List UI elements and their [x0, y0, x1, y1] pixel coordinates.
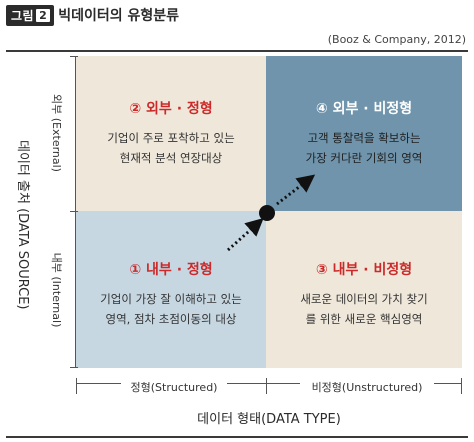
x-axis-label-structured: 정형(Structured) [121, 380, 227, 396]
x-axis-tick [266, 378, 267, 394]
y-axis-label-external: 외부 (External) [50, 94, 63, 172]
quadrant-description-line: 영역, 점차 초점이동의 대상 [105, 312, 237, 326]
quadrant-internal-structured: ① 내부 · 정형 기업이 가장 잘 이해하고 있는 영역, 점차 초점이동의 … [76, 211, 266, 368]
quadrant-external-structured: ② 외부 · 정형 기업이 주로 포착하고 있는 현재적 분석 연장대상 [76, 56, 266, 211]
figure-badge-label: 그림 [11, 8, 35, 23]
quadrant-description-line: 가장 커다란 기회의 영역 [305, 151, 423, 165]
quadrant-description-line: 를 위한 새로운 핵심영역 [305, 312, 423, 326]
x-axis-label-unstructured: 비정형(Unstructured) [300, 380, 434, 396]
quadrant-description: 새로운 데이터의 가치 찾기 를 위한 새로운 핵심영역 [266, 289, 462, 329]
y-axis-tick [70, 367, 78, 368]
y-axis-tick [70, 211, 78, 212]
x-axis-line [76, 383, 462, 384]
x-axis-title: 데이터 형태(DATA TYPE) [197, 412, 341, 427]
y-axis-tick [70, 56, 78, 57]
figure-title: 빅데이터의 유형분류 [58, 8, 180, 24]
quadrant-description-line: 기업이 주로 포착하고 있는 [107, 131, 235, 145]
figure-badge: 그림 2 [6, 4, 55, 26]
x-axis-tick [76, 378, 77, 394]
figure-source: (Booz & Company, 2012) [327, 33, 466, 46]
quadrant-internal-unstructured: ③ 내부 · 비정형 새로운 데이터의 가치 찾기 를 위한 새로운 핵심영역 [266, 211, 462, 368]
quadrant-description: 기업이 가장 잘 이해하고 있는 영역, 점차 초점이동의 대상 [76, 289, 266, 329]
y-axis-line [75, 56, 76, 368]
quadrant-description-line: 현재적 분석 연장대상 [119, 151, 223, 165]
quadrant-title: ③ 내부 · 비정형 [315, 262, 413, 278]
x-axis-tick [461, 378, 462, 394]
quadrant-title: ② 외부 · 정형 [129, 101, 213, 117]
quadrant-description-line: 기업이 가장 잘 이해하고 있는 [100, 292, 242, 306]
bottom-rule [6, 436, 468, 438]
quadrant-description-line: 새로운 데이터의 가치 찾기 [300, 292, 428, 306]
quadrant-description: 기업이 주로 포착하고 있는 현재적 분석 연장대상 [76, 128, 266, 168]
y-axis-title: 데이터 출처 (DATA SOURCE) [15, 140, 30, 310]
quadrant-title: ① 내부 · 정형 [129, 262, 213, 278]
quadrant-external-unstructured: ④ 외부 · 비정형 고객 통찰력을 확보하는 가장 커다란 기회의 영역 [266, 56, 462, 211]
quadrant-description: 고객 통찰력을 확보하는 가장 커다란 기회의 영역 [266, 128, 462, 168]
quadrant-title: ④ 외부 · 비정형 [315, 101, 413, 117]
quadrant-description-line: 고객 통찰력을 확보하는 [307, 131, 421, 145]
figure-badge-number: 2 [36, 8, 51, 22]
figure-header: 그림 2 빅데이터의 유형분류 [6, 4, 179, 26]
y-axis-label-internal: 내부 (Internal) [50, 252, 63, 328]
top-rule [6, 50, 468, 52]
